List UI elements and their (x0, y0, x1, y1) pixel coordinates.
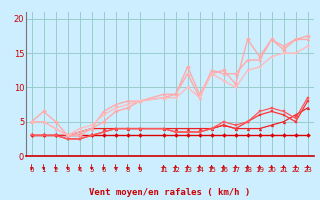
Text: Vent moyen/en rafales ( km/h ): Vent moyen/en rafales ( km/h ) (89, 188, 250, 197)
